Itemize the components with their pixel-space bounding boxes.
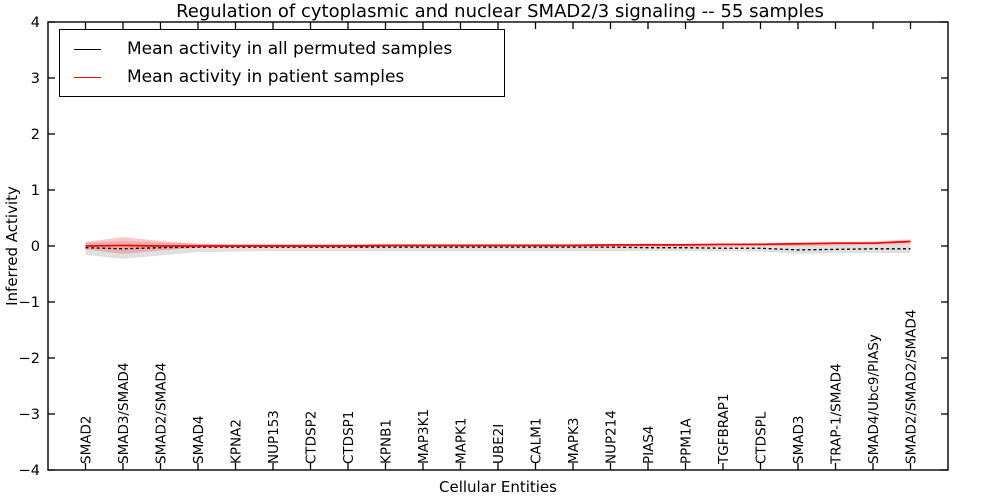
x-tick-label: KPNA2 xyxy=(228,419,244,464)
x-tick-label: TGFBRAP1 xyxy=(716,393,732,465)
x-tick-label: PPM1A xyxy=(678,417,694,464)
legend: Mean activity in all permuted samples Me… xyxy=(59,29,505,97)
x-axis-label: Cellular Entities xyxy=(439,478,557,496)
x-tick-label: CALM1 xyxy=(528,418,544,464)
y-tick-label: −2 xyxy=(19,351,40,367)
x-tick-label: SMAD2/SMAD4 xyxy=(153,363,169,464)
x-tick-label: MAPK3 xyxy=(566,418,582,464)
x-tick-label: SMAD4/Ubc9/PIASy xyxy=(866,334,882,464)
x-tick-label: UBE2I xyxy=(491,424,507,464)
y-tick-label: −4 xyxy=(19,463,40,479)
legend-line-sample-patient xyxy=(74,76,101,78)
y-tick-label: 3 xyxy=(31,71,40,87)
x-tick-label: MAP3K1 xyxy=(416,409,432,464)
x-tick-label: MAPK1 xyxy=(453,418,469,464)
x-tick-label: CTDSPL xyxy=(753,411,769,464)
y-tick-label: −1 xyxy=(19,295,40,311)
legend-label-permuted: Mean activity in all permuted samples xyxy=(127,39,453,59)
mean-line-patient xyxy=(85,240,911,247)
y-tick-label: 4 xyxy=(31,15,40,31)
legend-item-permuted: Mean activity in all permuted samples xyxy=(74,35,494,63)
chart-title: Regulation of cytoplasmic and nuclear SM… xyxy=(176,1,824,22)
x-tick-label: NUP214 xyxy=(603,410,619,464)
x-tick-label: TRAP-1/SMAD4 xyxy=(828,363,844,465)
y-axis-label: Inferred Activity xyxy=(3,186,21,306)
y-tick-label: 1 xyxy=(31,183,40,199)
x-tick-label: SMAD2/SMAD2/SMAD4 xyxy=(903,310,919,464)
x-tick-label: SMAD3/SMAD4 xyxy=(116,363,132,464)
x-tick-label: SMAD2 xyxy=(78,416,94,464)
x-tick-label: SMAD4 xyxy=(191,416,207,464)
y-tick-label: −3 xyxy=(19,407,40,423)
x-tick-label: CTDSP2 xyxy=(303,411,319,464)
x-tick-label: CTDSP1 xyxy=(341,411,357,464)
y-tick-label: 2 xyxy=(31,127,40,143)
legend-item-patient: Mean activity in patient samples xyxy=(74,63,494,91)
y-tick-label: 0 xyxy=(31,239,40,255)
x-tick-label: NUP153 xyxy=(266,410,282,464)
x-tick-label: KPNB1 xyxy=(378,419,394,464)
x-tick-label: SMAD3 xyxy=(791,416,807,464)
legend-label-patient: Mean activity in patient samples xyxy=(127,67,405,87)
x-tick-label: PIAS4 xyxy=(641,425,657,464)
legend-line-sample-permuted xyxy=(74,48,101,50)
